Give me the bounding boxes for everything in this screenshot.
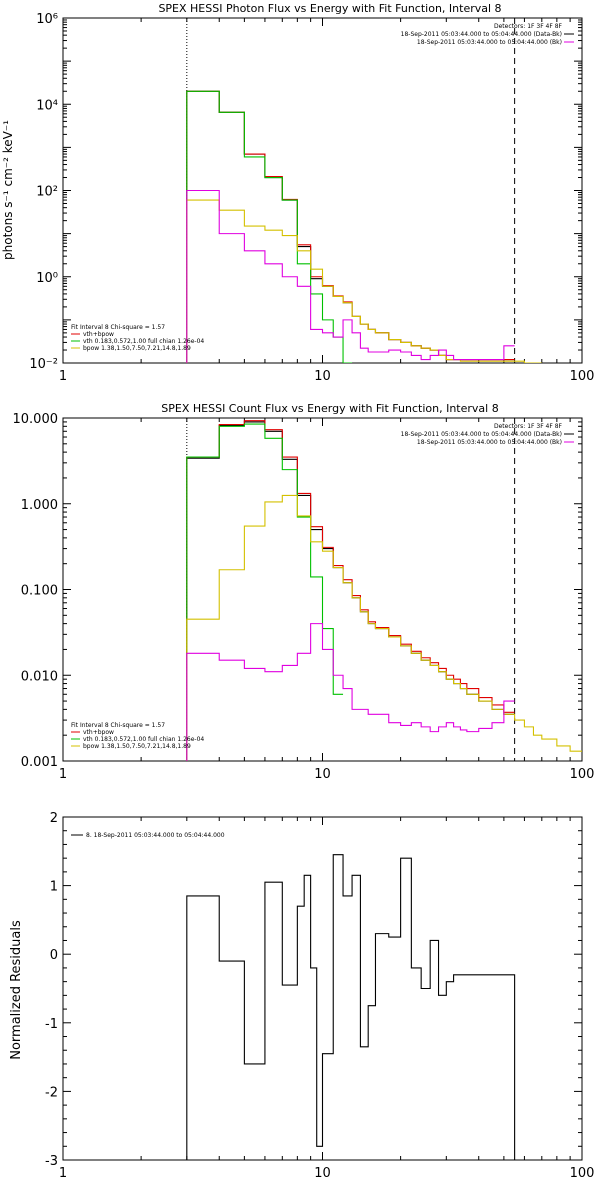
y-tick-label: 1: [50, 880, 58, 895]
legend-header: Detectors: 1F 3F 4F 8F: [494, 23, 563, 30]
legend-entry: 8. 18-Sep-2011 05:03:44.000 to 05:04:44.…: [86, 832, 225, 839]
photon-flux-ylabel: photons s⁻¹ cm⁻² keV⁻¹: [1, 120, 15, 260]
legend-entry: 18-Sep-2011 05:03:44.000 to 05:04:44.000…: [417, 439, 562, 446]
count-flux-title: SPEX HESSI Count Flux vs Energy with Fit…: [161, 402, 498, 415]
x-tick-label: 100: [570, 767, 595, 782]
x-tick-label: 1: [59, 1166, 67, 1181]
series-line-2: [186, 90, 353, 363]
count-flux-plot: 1 10 100 0.001 0.010 0.100 1.000 10.000 Detector…: [13, 412, 595, 782]
residuals-plot: 1 10 100 -3 -2 -1 0 1 2 8. 18-Sep-2011 05:03:44.0…: [45, 811, 594, 1181]
series-line-0: [186, 421, 515, 761]
series-line-1: [186, 90, 515, 363]
legend-header: Detectors: 1F 3F 4F 8F: [494, 423, 563, 430]
residuals-ylabel: Normalized Residuals: [9, 920, 24, 1060]
y-tick-label: -2: [45, 1085, 58, 1100]
series-group: [186, 420, 582, 761]
legend-entry: 18-Sep-2011 05:03:44.000 to 05:04:44.000…: [417, 39, 562, 46]
legend-entry: 18-Sep-2011 05:03:44.000 to 05:04:44.000…: [401, 431, 562, 438]
x-tick-label: 10: [314, 767, 331, 782]
legend-header: Fit Interval 8 Chi-square = 1.57: [71, 722, 165, 729]
series-line-0: [186, 854, 516, 1160]
y-tick-label: 0: [50, 948, 58, 963]
legend-entry: vth 0.183,0.572,1.00 full chian 1.26e-04: [83, 338, 204, 345]
count-flux-panel: SPEX HESSI Count Flux vs Energy with Fit…: [13, 402, 595, 782]
y-tick-label: 10.000: [13, 412, 59, 427]
y-tick-label: 1.000: [21, 498, 58, 513]
legend-entry: vth 0.183,0.572,1.00 full chian 1.26e-04: [83, 736, 204, 743]
y-tick-label: 0.001: [21, 755, 58, 770]
x-tick-label: 1: [59, 767, 67, 782]
series-line-4: [186, 623, 515, 761]
x-tick-label: 100: [570, 1166, 595, 1181]
series-group: [186, 90, 542, 363]
photon-flux-title: SPEX HESSI Photon Flux vs Energy with Fi…: [158, 2, 501, 15]
y-tick-label: 10⁶: [36, 12, 58, 27]
legend-entry: bpow 1.38,1.50,7.50,7.21,14.8,1.89: [83, 743, 191, 750]
series-line-0: [186, 90, 515, 363]
series-line-3: [186, 494, 582, 761]
series-line-2: [186, 423, 344, 761]
residuals-panel: 1 10 100 -3 -2 -1 0 1 2 8. 18-Sep-2011 05:03:44.0…: [9, 811, 594, 1181]
legend-entry: vth+bpow: [83, 331, 114, 338]
x-tick-label: 100: [570, 369, 595, 384]
y-tick-label: 0.010: [21, 669, 58, 684]
series-line-3: [186, 199, 542, 363]
legend-entry: vth+bpow: [83, 729, 114, 736]
legend-entry: 18-Sep-2011 05:03:44.000 to 05:04:44.000…: [401, 31, 562, 38]
y-tick-label: 2: [50, 811, 58, 826]
y-tick-label: 10⁴: [36, 98, 58, 113]
y-tick-label: -1: [45, 1017, 58, 1032]
x-tick-label: 10: [314, 1166, 331, 1181]
photon-flux-plot: 1 10 100 10⁻² 10⁰ 10² 10⁴ 10⁶ Detectors: 1F 3F 4…: [29, 12, 594, 384]
legend-header: Fit Interval 8 Chi-square = 1.57: [71, 324, 165, 331]
series-group: [186, 854, 516, 1160]
legend-entry: bpow 1.38,1.50,7.50,7.21,14.8,1.89: [83, 345, 191, 352]
x-tick-label: 1: [59, 369, 67, 384]
series-line-1: [186, 420, 515, 761]
series-line-4: [186, 189, 515, 363]
y-tick-label: 0.100: [21, 584, 58, 599]
y-tick-label: 10²: [36, 185, 58, 200]
y-tick-label: 10⁻²: [29, 357, 58, 372]
photon-flux-panel: SPEX HESSI Photon Flux vs Energy with Fi…: [1, 2, 594, 384]
y-tick-label: 10⁰: [36, 271, 58, 286]
y-tick-label: -3: [45, 1154, 58, 1169]
x-tick-label: 10: [314, 369, 331, 384]
